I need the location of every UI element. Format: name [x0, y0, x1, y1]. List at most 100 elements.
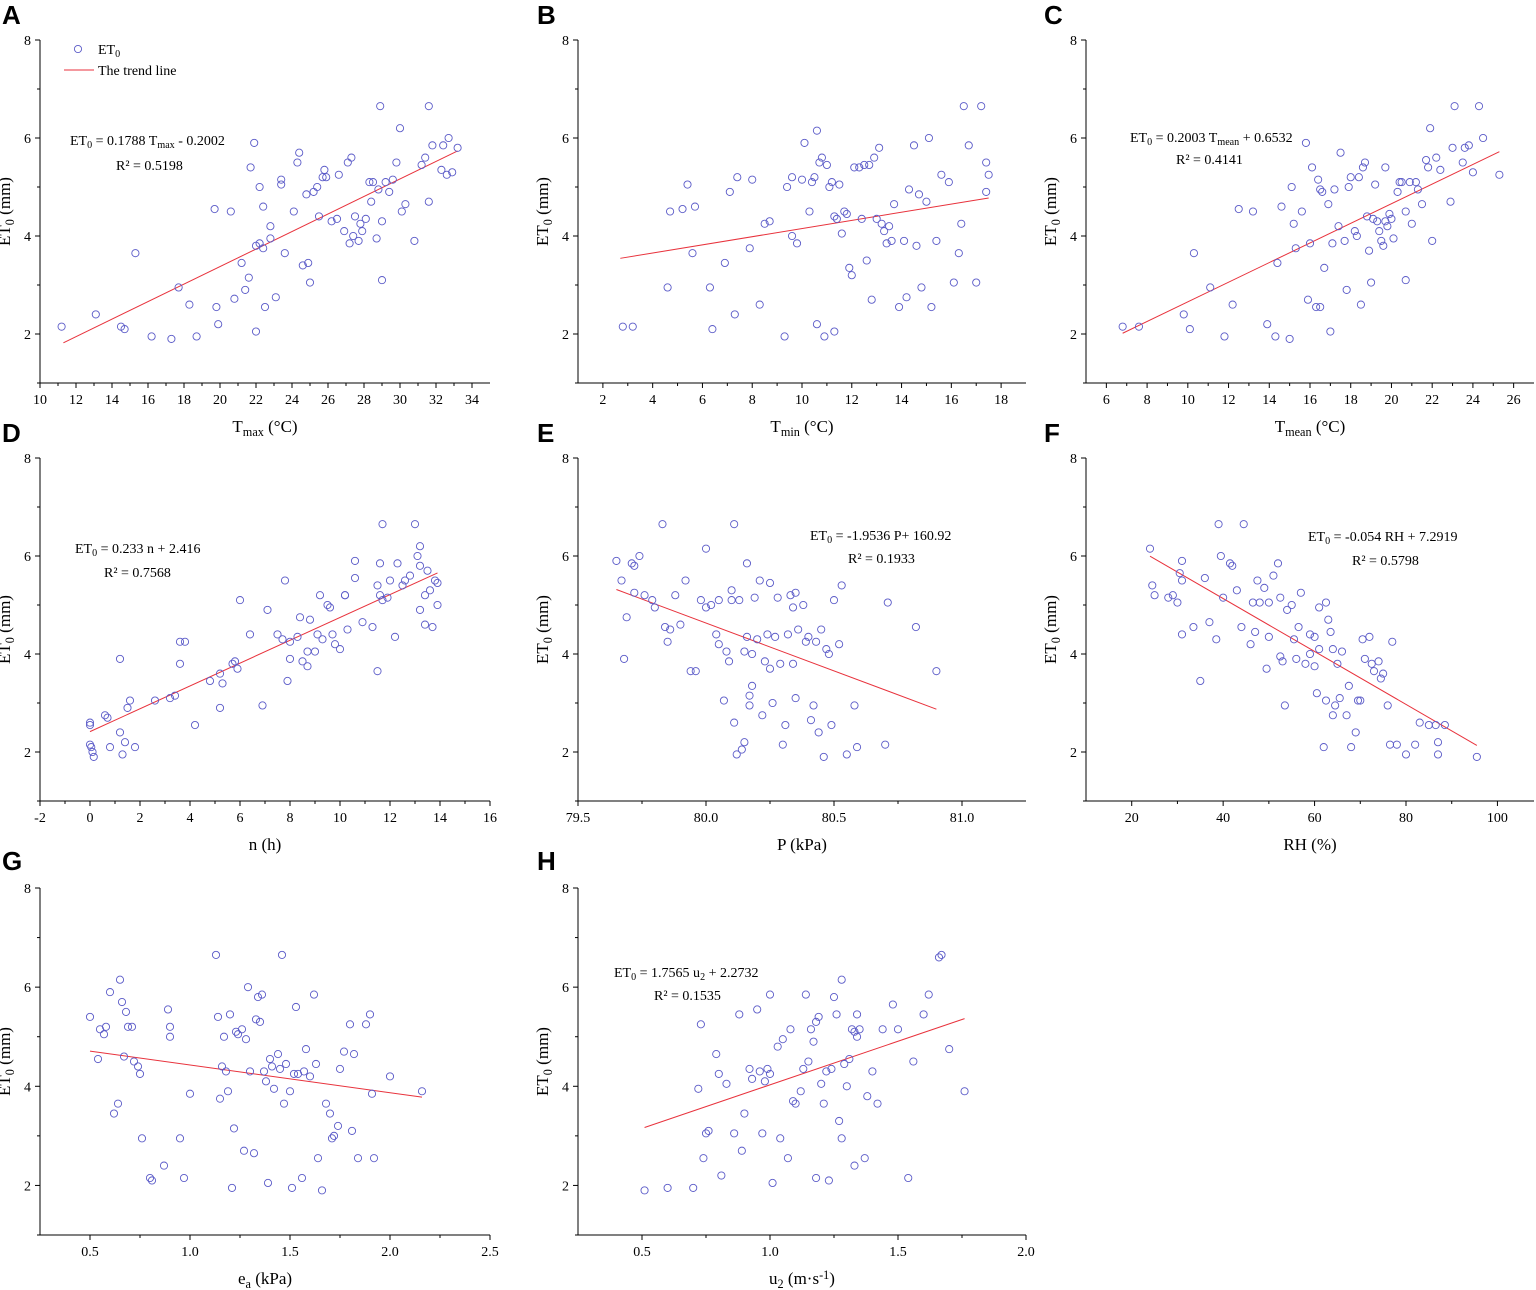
data-point [812, 1173, 821, 1183]
data-point [763, 1064, 772, 1073]
data-point [1321, 696, 1331, 705]
data-point [246, 163, 255, 172]
data-point [791, 588, 800, 597]
x-axis-title: Tmean (°C) [1275, 417, 1346, 439]
data-point [622, 613, 631, 622]
data-point [694, 1084, 703, 1093]
x-tick-label: 1.5 [281, 1245, 299, 1260]
data-point [758, 711, 767, 720]
data-point [225, 1010, 235, 1019]
data-point [742, 559, 752, 568]
data-point [806, 716, 816, 725]
data-point [230, 657, 240, 666]
data-point [681, 576, 690, 585]
data-point [1433, 738, 1443, 747]
data-point [722, 647, 731, 656]
data-point [255, 182, 264, 192]
data-point [949, 278, 958, 287]
data-point [175, 1134, 185, 1143]
data-point [343, 158, 352, 167]
panel-letter: E [537, 418, 554, 448]
data-point [327, 217, 336, 226]
data-point [1168, 591, 1177, 600]
data-point [277, 175, 286, 184]
y-tick-label: 8 [24, 34, 31, 49]
data-point [217, 1062, 227, 1071]
data-point [361, 1020, 371, 1029]
data-point [367, 1089, 377, 1098]
data-point [944, 178, 953, 187]
data-point [1315, 603, 1324, 612]
data-point [1440, 721, 1449, 730]
data-point [1305, 239, 1315, 248]
data-point [872, 214, 881, 223]
data-point [227, 1183, 237, 1192]
data-point [805, 207, 814, 216]
data-point [259, 244, 268, 253]
data-point [309, 187, 318, 196]
data-point [309, 990, 319, 999]
data-point [1173, 598, 1182, 607]
data-point [1148, 581, 1157, 590]
data-point [1344, 681, 1353, 690]
data-point [119, 1052, 129, 1061]
data-point [185, 1089, 195, 1098]
data-point [829, 993, 839, 1002]
data-point [781, 721, 790, 730]
data-point [325, 603, 335, 612]
data-point [127, 1022, 137, 1031]
data-point [650, 603, 659, 612]
data-point [737, 745, 746, 754]
data-point [730, 718, 739, 727]
y-tick-label: 2 [562, 328, 569, 343]
data-point [937, 950, 946, 959]
data-point [322, 173, 331, 182]
data-point [755, 300, 764, 309]
data-point [261, 1077, 271, 1086]
data-point [1468, 168, 1477, 177]
data-point [635, 551, 644, 561]
data-point [1356, 696, 1365, 705]
data-point [704, 1126, 713, 1135]
data-point [1401, 207, 1410, 216]
data-point [1177, 630, 1187, 639]
data-point [251, 1015, 261, 1024]
data-point [433, 578, 442, 588]
x-tick-label: 18 [1344, 393, 1358, 408]
data-point [893, 1025, 903, 1034]
data-point [857, 214, 866, 223]
legend-marker [73, 44, 83, 54]
data-point [1237, 623, 1246, 632]
r-squared: R² = 0.7568 [104, 566, 171, 581]
data-point [192, 332, 201, 341]
data-point [375, 591, 385, 600]
data-point [840, 207, 849, 216]
data-point [1283, 605, 1292, 614]
data-point [392, 158, 401, 167]
data-point [1330, 185, 1339, 194]
data-point [267, 1062, 277, 1071]
data-point [1407, 219, 1416, 228]
data-point [660, 623, 670, 632]
r-squared: R² = 0.4141 [1176, 153, 1243, 168]
y-axis-title: ET0 (mm) [533, 1027, 555, 1096]
data-point [353, 1154, 363, 1163]
data-point [1225, 559, 1235, 568]
panel-d: D 2 4 6 8 -2 0 2 4 6 8 10 12 14 16 n (h) ET0 (mm) ET0 = 0… [0, 418, 497, 854]
y-tick-label: 4 [24, 230, 31, 245]
data-point [1255, 598, 1264, 607]
data-point [1401, 750, 1411, 759]
data-point [748, 175, 757, 184]
data-point [285, 1087, 295, 1096]
data-point [712, 630, 721, 639]
data-point [927, 302, 936, 312]
data-point [215, 703, 225, 712]
data-point [1206, 283, 1215, 292]
x-tick-label: 18 [994, 393, 1008, 408]
data-point [1337, 647, 1347, 656]
y-tick-label: 2 [1070, 746, 1077, 761]
data-point [801, 637, 810, 646]
legend-label-trend: The trend line [98, 64, 177, 79]
data-point [765, 578, 775, 588]
data-point [439, 141, 448, 150]
